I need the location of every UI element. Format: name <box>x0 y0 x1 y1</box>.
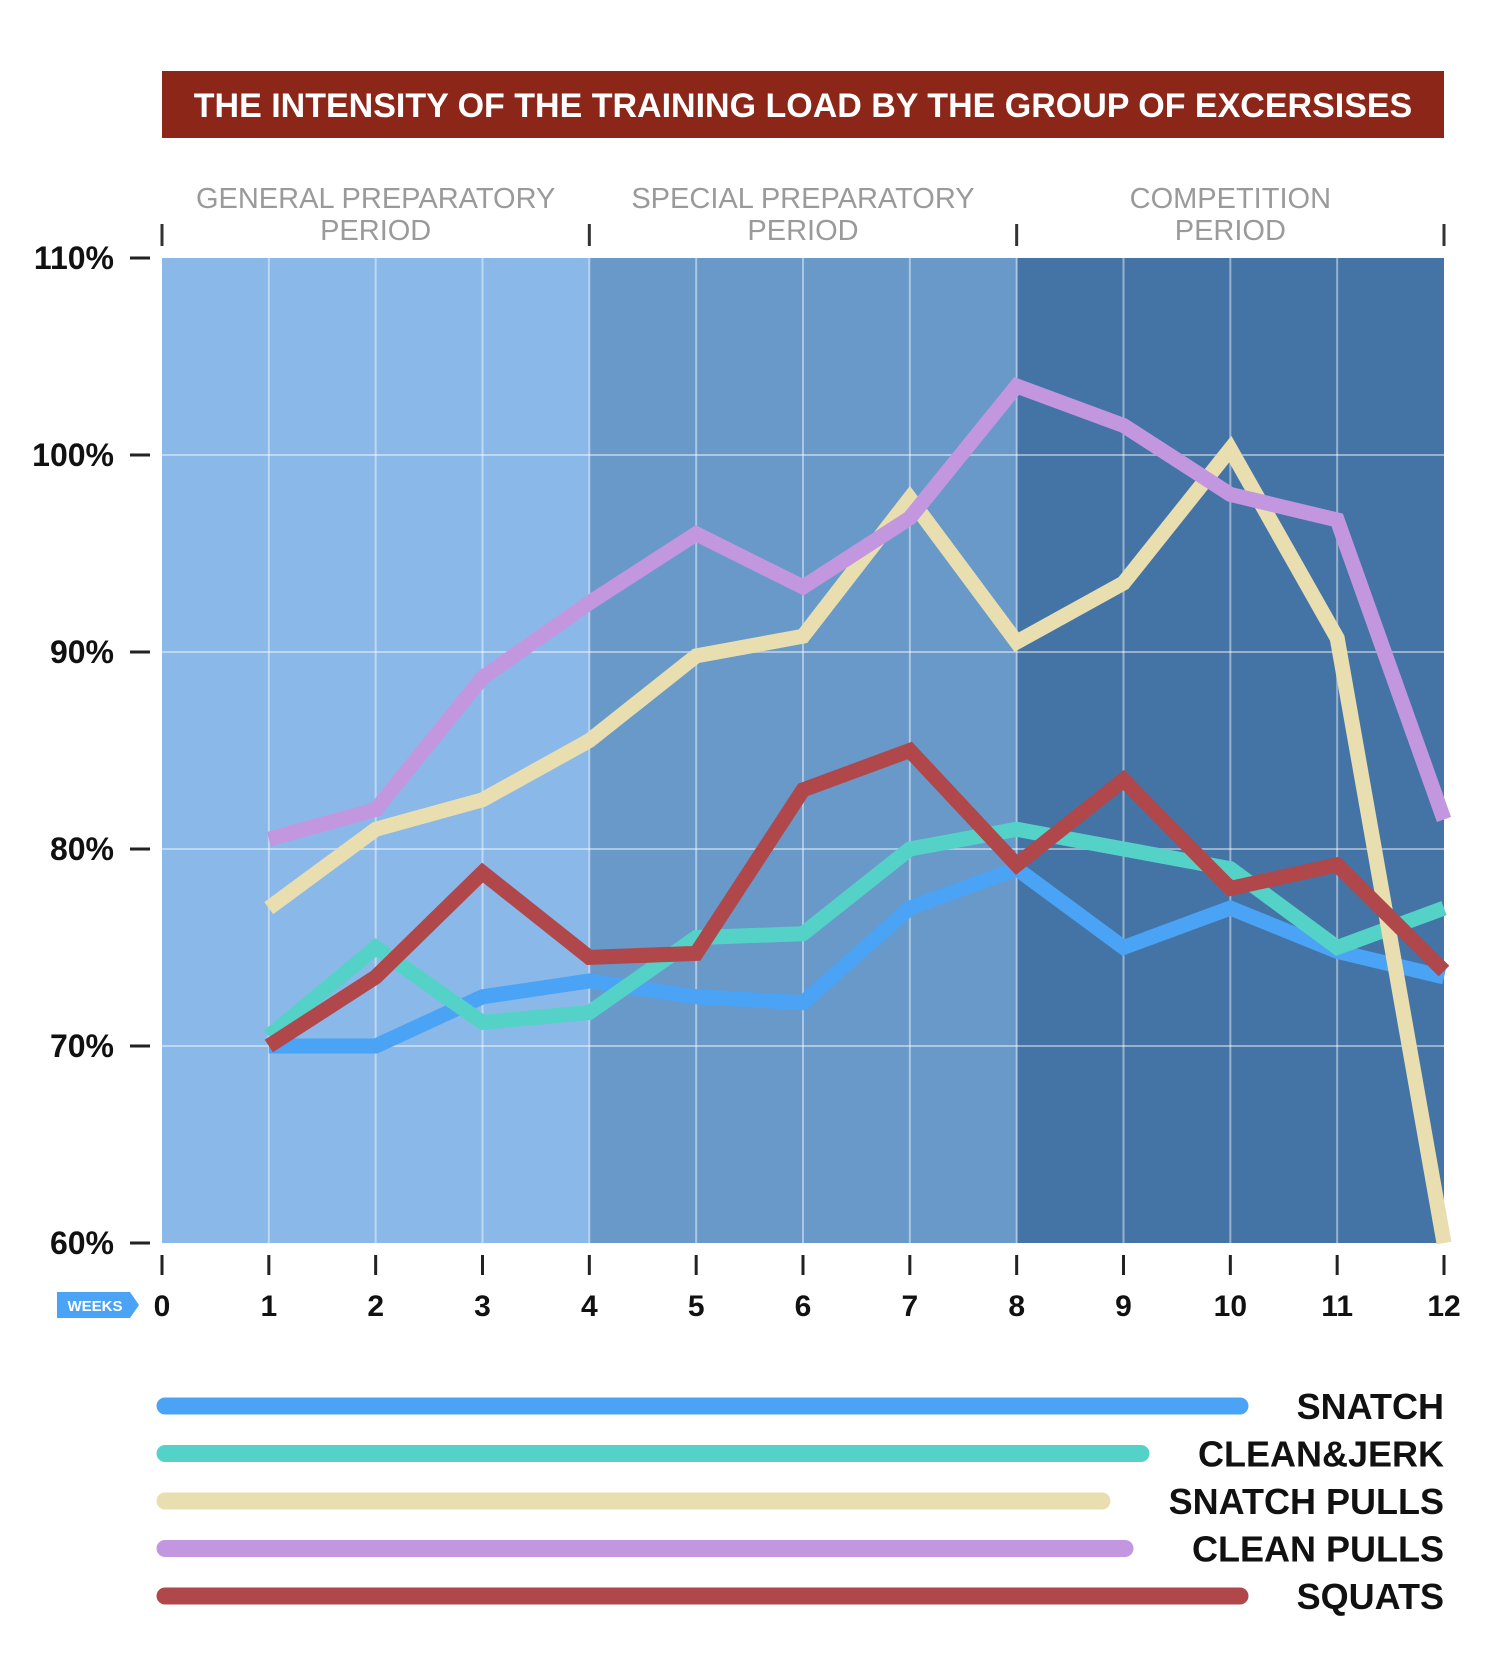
y-tick-label: 110% <box>34 240 114 276</box>
period-label-3-line1: COMPETITION <box>1130 183 1331 215</box>
series-line-squats <box>264 741 1450 1053</box>
y-tick-label: 90% <box>50 634 114 670</box>
weeks-badge: WEEKS <box>57 1292 139 1318</box>
x-tick-label: 5 <box>688 1290 705 1323</box>
period-band-1 <box>162 258 590 1243</box>
period-band-3 <box>1016 258 1444 1243</box>
series-line-snatch-pulls <box>264 435 1452 1245</box>
y-axis: 60% 70% 80% 90% 100% 110% <box>32 240 150 1261</box>
x-tick-label: 9 <box>1115 1290 1132 1323</box>
period-backgrounds <box>162 258 1444 1243</box>
y-tick-label: 70% <box>50 1028 114 1064</box>
x-tick-label: 8 <box>1008 1290 1025 1323</box>
x-tick-label: 12 <box>1427 1290 1460 1323</box>
x-tick-label: 7 <box>901 1290 918 1323</box>
weeks-badge-arrow <box>57 1292 139 1318</box>
legend-label-squats: SQUATS <box>1297 1576 1444 1617</box>
y-tick-label: 100% <box>32 437 114 473</box>
y-tick-label: 60% <box>50 1225 114 1261</box>
x-tick-label: 3 <box>474 1290 491 1323</box>
legend: SNATCH CLEAN&JERK SNATCH PULLS CLEAN PULLS S… <box>156 1386 1444 1617</box>
period-label-1-line1: GENERAL PREPARATORY <box>196 183 555 215</box>
x-tick-label: 4 <box>581 1290 598 1323</box>
period-label-3-line2: PERIOD <box>1175 215 1286 247</box>
y-tick-label: 80% <box>50 831 114 867</box>
x-tick-label: 2 <box>367 1290 384 1323</box>
gridlines <box>162 258 1444 1243</box>
series-line-clean-pulls <box>266 377 1452 847</box>
legend-label-snatch-pulls: SNATCH PULLS <box>1169 1481 1444 1522</box>
period-label-1-line2: PERIOD <box>320 215 431 247</box>
weeks-label: WEEKS <box>67 1298 122 1315</box>
x-tick-label: 10 <box>1214 1290 1247 1323</box>
x-tick-label: 6 <box>795 1290 812 1323</box>
series-lines <box>264 377 1452 1245</box>
legend-label-clean-pulls: CLEAN PULLS <box>1192 1529 1444 1570</box>
x-tick-label: 11 <box>1321 1290 1353 1323</box>
period-label-2-line2: PERIOD <box>747 215 858 247</box>
x-axis: 0 1 2 3 4 5 6 7 8 9 10 11 12 <box>154 1255 1461 1323</box>
period-label-2-line1: SPECIAL PREPARATORY <box>631 183 974 215</box>
chart-title: THE INTENSITY OF THE TRAINING LOAD BY TH… <box>194 87 1412 125</box>
x-tick-label: 0 <box>154 1290 171 1323</box>
legend-label-snatch: SNATCH <box>1297 1386 1444 1427</box>
legend-label-clean-jerk: CLEAN&JERK <box>1198 1434 1444 1475</box>
period-band-2 <box>589 258 1017 1243</box>
x-tick-label: 1 <box>260 1290 277 1323</box>
title-bar <box>162 71 1444 138</box>
